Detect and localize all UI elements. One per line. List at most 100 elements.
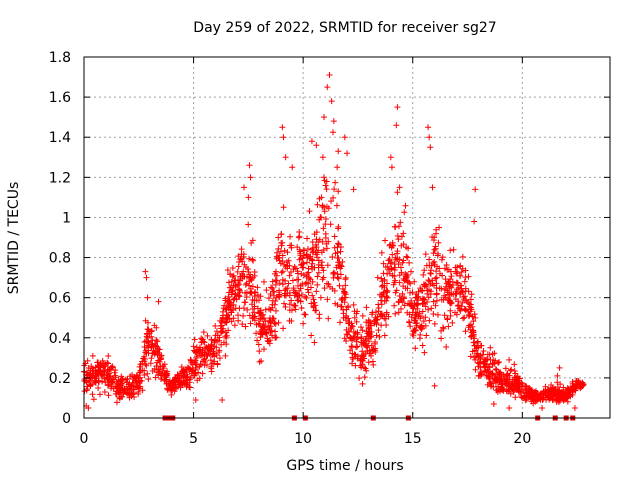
data-point [83, 369, 90, 376]
data-point [571, 404, 578, 411]
data-point [232, 305, 239, 312]
data-point [394, 255, 401, 262]
data-point [490, 384, 497, 391]
data-point [245, 221, 252, 228]
data-point [201, 339, 208, 346]
data-point [377, 297, 384, 304]
data-point [447, 312, 454, 319]
data-point [269, 278, 276, 285]
data-point [402, 277, 409, 284]
data-point [219, 308, 226, 315]
data-point [344, 331, 351, 338]
data-point [309, 245, 316, 252]
data-point [306, 208, 313, 215]
data-point [462, 267, 469, 274]
data-point [221, 302, 228, 309]
data-point [440, 324, 447, 331]
data-point [253, 330, 260, 337]
data-point [230, 315, 237, 322]
data-point [330, 118, 337, 125]
data-point [333, 202, 340, 209]
data-point [380, 260, 387, 267]
data-point [320, 267, 327, 274]
data-point [282, 292, 289, 299]
data-point [314, 201, 321, 208]
data-point [402, 270, 409, 277]
data-point [343, 317, 350, 324]
data-point [505, 372, 512, 379]
data-point [255, 341, 262, 348]
data-point [462, 274, 469, 281]
data-point [519, 394, 526, 401]
data-point [251, 317, 258, 324]
data-point [334, 244, 341, 251]
data-point [359, 361, 366, 368]
data-point [405, 279, 412, 286]
data-point [363, 367, 370, 374]
data-point [426, 256, 433, 263]
data-point [425, 124, 432, 131]
data-point [369, 358, 376, 365]
data-point [448, 273, 455, 280]
data-point [257, 323, 264, 330]
data-point [461, 314, 468, 321]
data-point [555, 388, 562, 395]
data-point [427, 144, 434, 151]
data-point [304, 286, 311, 293]
data-point [357, 324, 364, 331]
data-point [438, 296, 445, 303]
data-point [197, 352, 204, 359]
data-point [427, 267, 434, 274]
data-point [241, 299, 248, 306]
data-point [396, 279, 403, 286]
data-point [286, 307, 293, 314]
data-point [297, 252, 304, 259]
x-axis-title: GPS time / hours [286, 458, 403, 474]
data-point [98, 372, 105, 379]
data-point [409, 289, 416, 296]
data-point [275, 245, 282, 252]
x-tick-label: 20 [513, 431, 531, 447]
data-point [433, 285, 440, 292]
data-point [384, 270, 391, 277]
data-point [297, 255, 304, 262]
data-point [277, 248, 284, 255]
data-point [421, 267, 428, 274]
data-point [329, 254, 336, 261]
data-point [467, 296, 474, 303]
y-tick-label: 1.4 [49, 130, 71, 146]
data-point [313, 142, 320, 149]
data-point [381, 284, 388, 291]
data-point [278, 231, 285, 238]
data-point [427, 281, 434, 288]
data-point [234, 268, 241, 275]
data-point [474, 338, 481, 345]
data-point [222, 295, 229, 302]
data-point [99, 357, 106, 364]
data-point [296, 287, 303, 294]
data-point [567, 388, 574, 395]
grid-lines [84, 57, 610, 418]
data-point [368, 342, 375, 349]
data-point [242, 289, 249, 296]
data-point [214, 338, 221, 345]
data-point [92, 372, 99, 379]
data-point [350, 301, 357, 308]
data-point [559, 389, 566, 396]
data-point [349, 360, 356, 367]
data-point [265, 295, 272, 302]
data-point [100, 362, 107, 369]
data-point [108, 385, 115, 392]
data-point [246, 312, 253, 319]
x-tick-label: 0 [80, 431, 89, 447]
data-point [316, 315, 323, 322]
data-point [204, 332, 211, 339]
data-point [317, 294, 324, 301]
data-point [305, 280, 312, 287]
data-point [261, 326, 268, 333]
data-point [360, 351, 367, 358]
data-point [143, 350, 150, 357]
data-point [342, 282, 349, 289]
data-point [335, 241, 342, 248]
